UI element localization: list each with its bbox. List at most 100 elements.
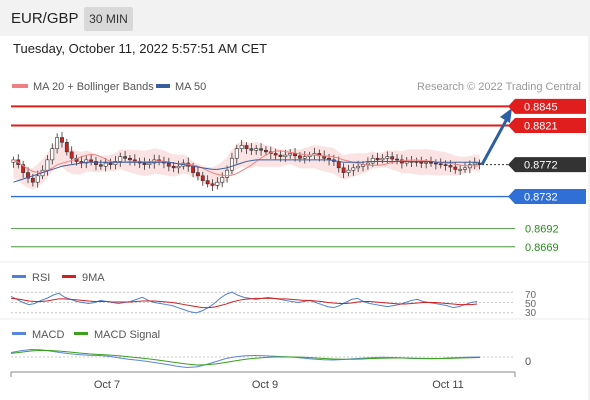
candle-body [220,177,225,183]
ma20-line [13,150,480,177]
forecast-arrow-head [500,107,512,123]
level-label-0.8772: 0.8772 [524,160,558,172]
candle-body [380,157,385,161]
legend-label-macd-signal: MACD Signal [94,329,160,341]
candle-body [89,159,94,162]
candle-body [278,154,283,157]
forecast-arrow-shaft [480,116,510,166]
legend-label-macd: MACD [32,329,64,341]
candle-body [477,162,482,165]
candle-body [45,159,50,171]
candle-body [356,165,361,169]
legend-label-ma50: MA 50 [175,81,206,93]
level-label-0.8821: 0.8821 [524,121,558,133]
candle-body [448,165,453,168]
candle-body [123,156,128,159]
candle-body [375,157,380,161]
candle-body [30,177,35,183]
candle-body [26,172,30,179]
level-tag-0.8772 [508,157,586,173]
candle-body [472,162,477,165]
candle-body [390,156,395,160]
candle-body [171,165,176,169]
legend-swatch-ma20 [12,84,28,88]
rsi-level-label-30: 30 [525,308,537,319]
legend-label-rsi: RSI [32,272,50,284]
candle-body [288,153,293,156]
candle-body [336,161,341,169]
candle-body [21,164,26,173]
candle-body [64,141,69,153]
level-tag-0.8821 [508,118,586,134]
candle-body [142,162,147,165]
legend-label-ma20: MA 20 + Bollinger Bands [33,81,154,93]
level-label-0.8692: 0.8692 [525,223,559,235]
candle-body [419,161,424,164]
candle-body [365,162,370,165]
candle-body [94,161,98,165]
level-label-0.8845: 0.8845 [524,101,558,113]
candle-body [98,164,103,167]
ma50-line [13,159,480,183]
candle-body [205,180,210,185]
candle-body [128,157,132,161]
level-tag-0.8732 [508,189,586,205]
candle-body [191,165,196,173]
level-tag-0.8845 [508,98,586,114]
candle-body [273,153,278,156]
candle-body [351,167,356,171]
candle-body [60,137,64,143]
candle-body [244,145,249,149]
candle-body [176,165,181,169]
level-label-0.8732: 0.8732 [524,192,558,204]
rsi-9ma-line [10,297,478,309]
candle-body [108,162,113,165]
candle-body [35,175,40,183]
currency-pair-title: EUR/GBP [11,10,79,27]
rsi-level-label-50: 50 [525,299,537,310]
macd-signal-line [10,349,481,366]
candle-body [84,159,89,164]
candle-body [293,153,297,157]
legend-swatch-ma50 [156,84,170,88]
x-tick-label-oct9: Oct 9 [252,379,278,391]
chart-datetime: Tuesday, October 11, 2022 5:57:51 AM CET [13,41,268,56]
candle-body [254,148,259,151]
candle-body [259,148,263,151]
candle-body [230,157,234,171]
candle-body [103,162,108,167]
candle-body [385,156,390,159]
legend-swatch-rsi [12,275,26,278]
level-label-0.8669: 0.8669 [525,242,559,254]
legend-swatch-macd-signal [74,332,88,335]
candle-body [370,157,375,164]
candle-body [210,183,215,186]
bollinger-band [13,139,480,190]
candle-body [395,158,399,161]
candle-body [424,161,429,164]
candle-body [453,166,458,170]
candle-body [196,172,200,177]
candle-body [239,145,244,149]
candle-body [147,162,152,165]
rsi-line [10,291,478,314]
candle-body [297,155,302,159]
candle-body [50,148,55,161]
rsi-level-label-70: 70 [525,290,537,301]
candle-body [302,156,307,159]
candle-body [263,149,268,153]
candle-body [249,148,254,151]
chart-credit: Research © 2022 Trading Central [417,81,581,93]
x-tick-label-oct11: Oct 11 [432,379,464,391]
legend-label-9ma: 9MA [82,272,105,284]
candle-body [132,159,137,162]
timeframe-button[interactable]: 30 MIN [84,7,133,31]
legend-swatch-9ma [62,275,76,278]
candle-body [234,148,239,159]
candle-body [69,151,74,159]
legend-swatch-macd [12,332,26,335]
candle-body [166,162,171,167]
candle-body [200,175,205,181]
macd-level-label-0: 0 [525,356,531,368]
